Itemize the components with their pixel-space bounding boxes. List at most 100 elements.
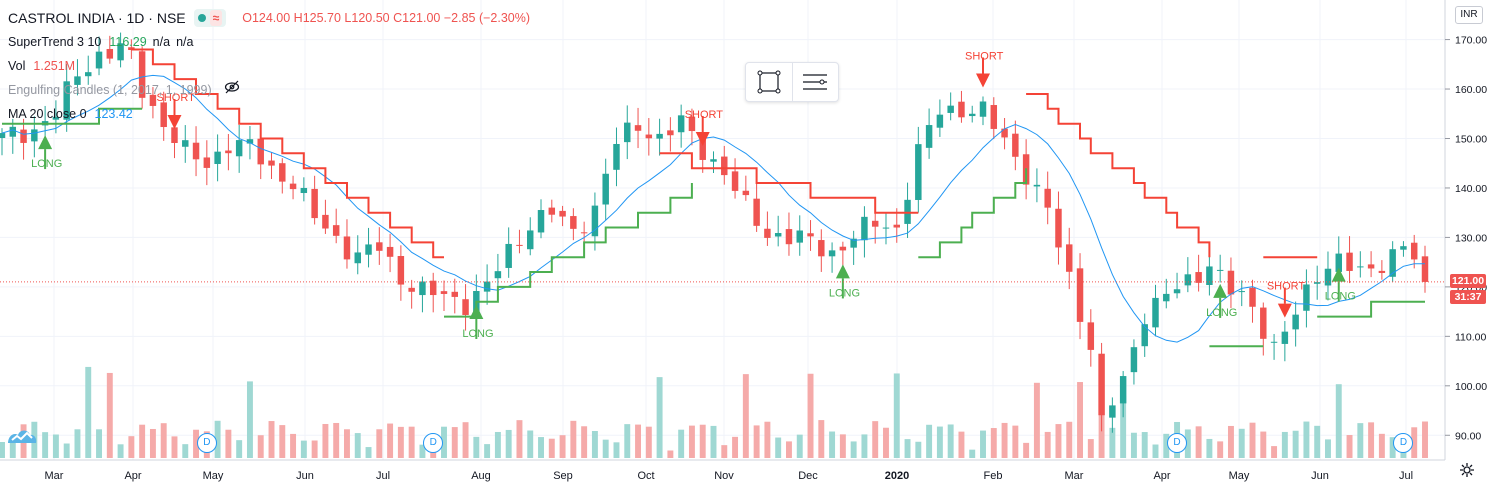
time-tick-label: Aug: [471, 470, 491, 482]
candle-body: [699, 134, 706, 160]
time-tick-label: Jun: [296, 470, 314, 482]
candle-body: [570, 216, 577, 229]
volume-bar: [376, 429, 383, 458]
volume-bar: [344, 429, 350, 458]
candle-body: [1292, 314, 1299, 330]
gear-icon[interactable]: [1459, 462, 1475, 483]
time-tick-label: May: [1229, 470, 1250, 482]
volume-bar: [1411, 427, 1418, 458]
candle-body: [1163, 293, 1170, 302]
candle-body: [1109, 405, 1116, 418]
volume-bar: [872, 421, 879, 458]
volume-bar: [624, 424, 631, 458]
candle-body: [1378, 270, 1386, 273]
time-tick-label: Apr: [124, 470, 141, 482]
currency-label[interactable]: INR: [1455, 6, 1483, 24]
volume-bar: [106, 372, 113, 458]
short-label: SHORT: [965, 50, 1004, 62]
candle-body: [408, 287, 415, 292]
volume-bar: [462, 422, 469, 458]
dividend-icon[interactable]: D: [1393, 433, 1414, 453]
candle-body: [192, 142, 200, 160]
candle-body: [677, 115, 685, 133]
volume-bar: [1152, 444, 1159, 458]
dividend-icon[interactable]: D: [196, 433, 217, 453]
volume-bar: [408, 426, 415, 458]
volume-bar: [645, 426, 652, 458]
long-label: LONG: [462, 328, 493, 340]
long-arrow: [38, 135, 53, 150]
rectangle-tool-button[interactable]: [746, 63, 793, 101]
volume-bar: [1130, 432, 1137, 458]
volume-bar: [764, 421, 771, 458]
volume-bar: [0, 442, 5, 458]
volume-bar: [225, 429, 232, 458]
candle-body: [1001, 128, 1008, 138]
time-tick-label: Jun: [1311, 470, 1329, 482]
volume-bar: [484, 444, 491, 458]
candle-body: [1066, 244, 1073, 272]
volume-bar: [160, 423, 167, 458]
candle-body: [257, 138, 264, 165]
price-tick-label: 170.00: [1455, 35, 1487, 47]
time-tick-label: Sep: [553, 470, 573, 482]
candle-body: [128, 47, 135, 51]
volume-bar: [861, 434, 868, 458]
candle-body: [483, 281, 491, 292]
candle-body: [1130, 347, 1138, 373]
volume-bar: [9, 437, 16, 458]
short-arrow: [1277, 303, 1292, 318]
volume-bar: [829, 431, 836, 458]
price-axis: 90.00100.00110.00120.00130.00140.00150.0…: [1444, 0, 1494, 487]
supertrend-down-line: [1026, 93, 1211, 258]
volume-bar: [257, 435, 264, 458]
time-tick-label: Dec: [798, 470, 818, 482]
settings-lines-button[interactable]: [793, 63, 839, 101]
volume-bar: [1109, 427, 1116, 458]
supertrend-up-line: [1317, 300, 1425, 318]
volume-bar: [936, 426, 943, 458]
dividend-icon[interactable]: D: [1167, 433, 1188, 453]
candle-body: [1335, 253, 1342, 272]
candle-body: [839, 246, 847, 251]
price-tick-label: 150.00: [1455, 133, 1487, 145]
volume-bar: [1098, 412, 1105, 458]
signal-markers: LONG SHORT LONG SHORT LONG SHORT LONG SHORT LONG: [31, 50, 1356, 339]
volume-bar: [387, 423, 394, 458]
volume-bar: [1001, 422, 1008, 458]
candle-body: [494, 271, 502, 279]
volume-bar: [268, 421, 275, 458]
volume-bar: [1335, 384, 1342, 458]
time-tick-label: Feb: [984, 470, 1003, 482]
candle-body: [1184, 274, 1192, 286]
time-tick-label: 2020: [885, 470, 909, 482]
candle-body: [828, 250, 836, 257]
volume-bar: [52, 434, 59, 458]
volume-bar: [1077, 382, 1083, 458]
volume-bar: [818, 420, 825, 458]
candle-body: [958, 101, 965, 118]
candle-body: [182, 140, 189, 147]
volume-bar: [290, 433, 297, 458]
volume-bar: [559, 435, 566, 458]
candle-body: [246, 139, 254, 144]
volume-bar: [1292, 430, 1299, 458]
candle-body: [268, 160, 275, 166]
candle-body: [527, 230, 534, 250]
tradingview-logo-icon[interactable]: [6, 426, 38, 451]
volume-bar: [171, 436, 178, 458]
candle-body: [20, 129, 27, 143]
volume-bar: [441, 426, 447, 458]
volume-bar: [300, 440, 307, 458]
time-tick-label: Jul: [376, 470, 390, 482]
candle-body: [289, 183, 297, 190]
candle-body: [322, 214, 329, 229]
candle-body: [300, 187, 308, 194]
long-label: LONG: [1206, 307, 1237, 319]
dividend-icon[interactable]: D: [423, 433, 444, 453]
candle-body: [1216, 269, 1224, 271]
volume-bar: [635, 424, 642, 458]
long-label: LONG: [829, 287, 860, 299]
volume-bar: [1389, 437, 1396, 458]
